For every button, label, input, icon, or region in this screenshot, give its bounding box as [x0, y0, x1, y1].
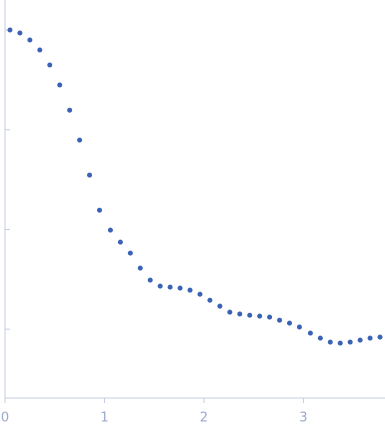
data-point	[97, 207, 103, 213]
data-point	[17, 30, 23, 36]
data-point	[107, 227, 113, 233]
data-point	[337, 340, 343, 346]
data-point	[187, 287, 193, 293]
data-point	[207, 297, 213, 303]
data-point	[327, 339, 333, 345]
data-point	[277, 317, 283, 323]
data-point	[197, 291, 203, 297]
x-tick-label: 3	[299, 411, 307, 426]
data-point	[217, 303, 223, 309]
data-point	[367, 335, 373, 341]
data-point	[157, 283, 163, 289]
data-point	[137, 265, 143, 271]
data-point	[227, 309, 233, 315]
data-point	[287, 320, 293, 326]
data-point	[167, 284, 173, 290]
data-point	[147, 277, 153, 283]
data-point	[296, 324, 302, 330]
x-tick-label: 2	[200, 411, 208, 426]
data-point	[347, 339, 353, 345]
data-point	[247, 312, 253, 318]
data-point	[237, 311, 243, 317]
data-point	[307, 330, 313, 336]
data-point	[47, 62, 53, 68]
data-point	[177, 285, 183, 291]
data-point	[117, 239, 123, 245]
x-tick-label: 1	[100, 411, 108, 426]
data-point	[87, 172, 93, 178]
data-point	[67, 107, 73, 113]
data-point	[77, 137, 83, 143]
data-point	[317, 335, 323, 341]
data-point	[127, 250, 133, 256]
data-point	[377, 334, 383, 340]
data-point	[37, 47, 43, 53]
x-tick-label: 0	[1, 411, 9, 426]
data-point	[357, 337, 363, 343]
data-point	[267, 314, 273, 320]
data-point	[7, 27, 13, 33]
data-point	[27, 37, 33, 43]
data-point	[257, 313, 263, 319]
data-point	[57, 82, 63, 88]
